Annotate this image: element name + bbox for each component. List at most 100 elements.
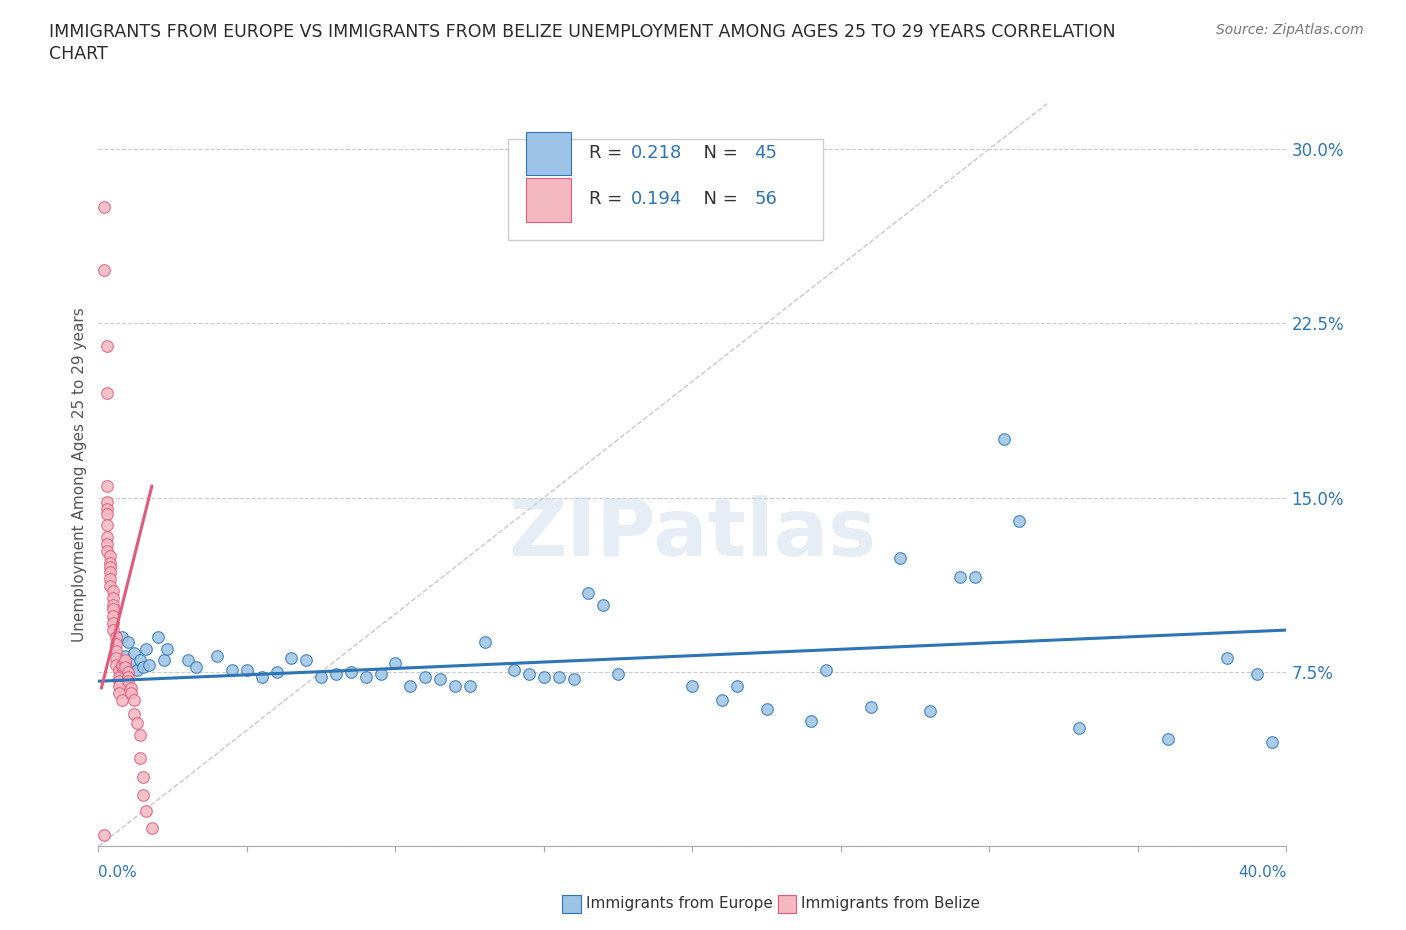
Point	[681, 679, 703, 694]
Point	[815, 662, 838, 677]
Point	[103, 590, 125, 604]
Point	[125, 662, 148, 677]
Point	[562, 671, 585, 686]
Point	[98, 560, 121, 575]
Point	[221, 662, 243, 677]
Bar	[526, 179, 571, 221]
Point	[1156, 732, 1178, 747]
Point	[111, 660, 134, 675]
Point	[103, 623, 125, 638]
Point	[108, 670, 131, 684]
Point	[105, 658, 128, 672]
Point	[280, 651, 302, 666]
Point	[1246, 667, 1268, 682]
Point	[122, 645, 145, 660]
Point	[1067, 720, 1090, 735]
Text: CHART: CHART	[49, 45, 108, 62]
Point	[592, 597, 614, 612]
Point	[114, 655, 136, 670]
Point	[117, 673, 139, 688]
Point	[105, 651, 128, 666]
Point	[146, 630, 169, 644]
Point	[1260, 735, 1282, 750]
Point	[176, 653, 198, 668]
Point	[96, 385, 118, 400]
Bar	[526, 132, 571, 176]
Text: Immigrants from Europe: Immigrants from Europe	[586, 897, 773, 911]
Point	[129, 727, 152, 742]
Point	[96, 478, 118, 493]
Text: 56: 56	[754, 191, 778, 208]
Point	[250, 670, 273, 684]
Point	[993, 432, 1015, 447]
Point	[132, 769, 155, 784]
Point	[920, 704, 942, 719]
Point	[96, 502, 118, 517]
Point	[503, 662, 526, 677]
Point	[93, 199, 115, 214]
Point	[117, 670, 139, 684]
Point	[578, 586, 600, 601]
Point	[129, 653, 152, 668]
Point	[114, 653, 136, 668]
Point	[96, 339, 118, 353]
Text: 0.0%: 0.0%	[98, 865, 138, 880]
Point	[1216, 651, 1239, 666]
Point	[266, 664, 288, 679]
Point	[105, 630, 128, 644]
Text: R =: R =	[589, 144, 628, 162]
Point	[122, 692, 145, 708]
Point	[108, 673, 131, 688]
Point	[384, 655, 406, 670]
Point	[800, 713, 823, 728]
Point	[105, 637, 128, 652]
Text: IMMIGRANTS FROM EUROPE VS IMMIGRANTS FROM BELIZE UNEMPLOYMENT AMONG AGES 25 TO 2: IMMIGRANTS FROM EUROPE VS IMMIGRANTS FRO…	[49, 23, 1116, 41]
Text: 0.194: 0.194	[631, 191, 682, 208]
Text: N =: N =	[692, 144, 744, 162]
Point	[547, 670, 569, 684]
Point	[108, 679, 131, 694]
Point	[755, 702, 778, 717]
Point	[413, 670, 436, 684]
Point	[111, 692, 134, 708]
Point	[354, 670, 377, 684]
Point	[98, 565, 121, 579]
Text: ZIPatlas: ZIPatlas	[509, 495, 876, 573]
Point	[125, 716, 148, 731]
Point	[111, 658, 134, 672]
Point	[340, 664, 363, 679]
FancyBboxPatch shape	[509, 140, 823, 240]
Point	[443, 679, 465, 694]
Point	[711, 692, 734, 708]
Point	[458, 679, 481, 694]
Point	[93, 262, 115, 277]
Point	[103, 609, 125, 624]
Text: 0.218: 0.218	[631, 144, 682, 162]
Point	[325, 667, 347, 682]
Point	[111, 630, 134, 644]
Point	[108, 662, 131, 677]
Point	[96, 537, 118, 551]
Point	[120, 681, 142, 696]
Point	[96, 506, 118, 521]
Point	[370, 667, 392, 682]
Point	[474, 634, 496, 649]
Point	[103, 583, 125, 598]
Point	[96, 543, 118, 558]
Point	[98, 578, 121, 593]
Point	[889, 551, 911, 565]
Point	[105, 644, 128, 658]
Point	[949, 569, 972, 584]
Point	[725, 679, 748, 694]
Point	[607, 667, 630, 682]
Text: 45: 45	[754, 144, 778, 162]
Point	[117, 634, 139, 649]
Point	[122, 707, 145, 722]
Point	[141, 820, 163, 835]
Point	[120, 685, 142, 700]
Point	[96, 495, 118, 510]
Point	[132, 660, 155, 675]
Text: Source: ZipAtlas.com: Source: ZipAtlas.com	[1216, 23, 1364, 37]
Point	[98, 555, 121, 570]
Point	[103, 602, 125, 617]
